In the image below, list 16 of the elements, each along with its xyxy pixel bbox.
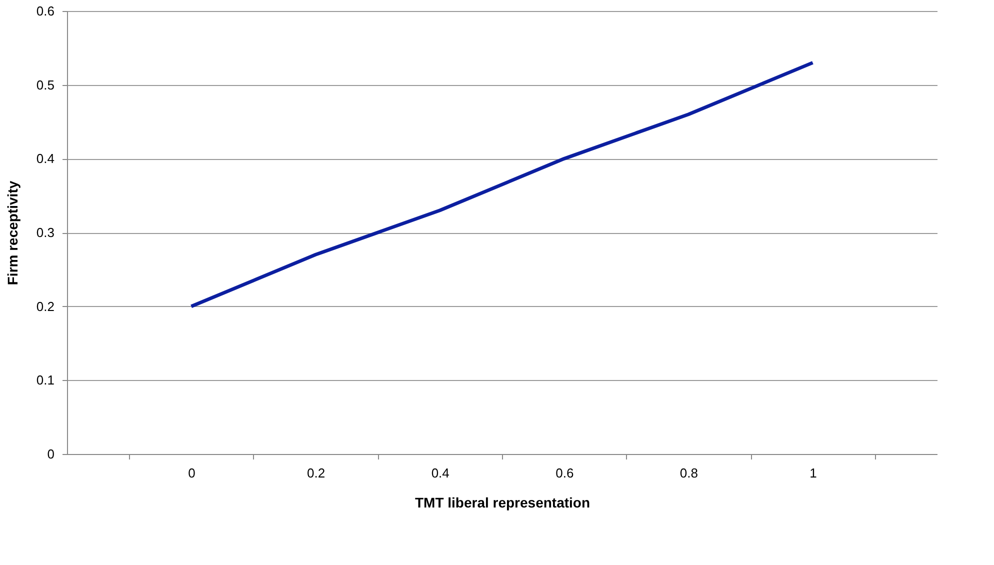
y-tick-label: 0.4: [36, 151, 54, 166]
y-tick-label: 0.1: [36, 372, 54, 388]
x-tick-label: 0.6: [556, 466, 574, 480]
line-series: [190, 60, 814, 308]
x-axis-title: TMT liberal representation: [414, 494, 590, 510]
x-tick-label: 0.8: [680, 466, 698, 480]
y-tick-label: 0.3: [36, 225, 54, 240]
x-tick-label: 1: [810, 466, 817, 480]
y-axis-title: Firm receptivity: [4, 180, 20, 286]
x-tick-label: 0.2: [307, 466, 326, 480]
x-tick-label: 0.4: [431, 466, 450, 480]
y-tick-label: 0.5: [36, 77, 54, 92]
y-tick-label: 0.2: [36, 298, 54, 314]
y-tick-label: 0: [47, 446, 54, 462]
y-tick-label: 0.6: [36, 4, 54, 18]
x-tick-label: 0: [188, 466, 196, 480]
